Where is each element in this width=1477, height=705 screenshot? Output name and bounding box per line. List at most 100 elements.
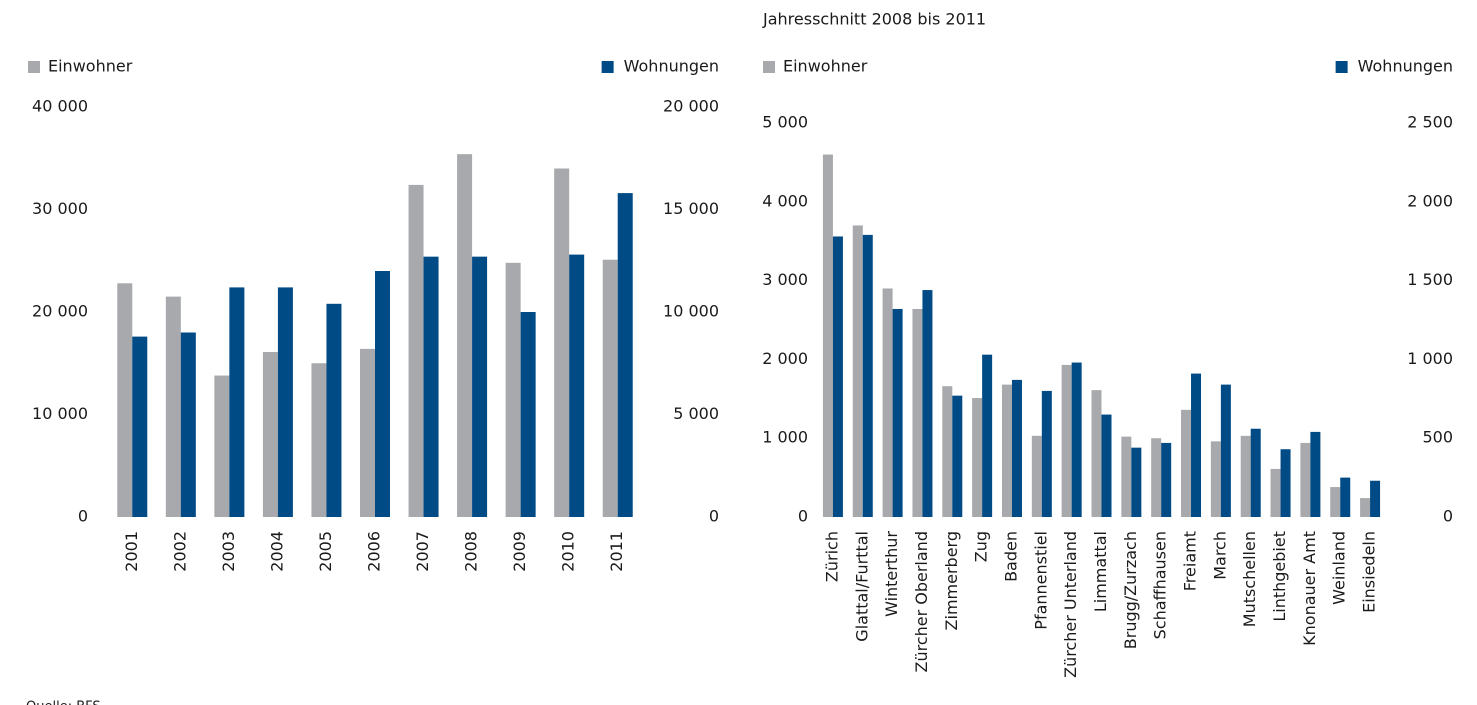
bar — [1360, 498, 1371, 517]
legend-swatch — [1335, 61, 1348, 73]
bar — [569, 254, 585, 517]
x-tick-label: 2006 — [365, 531, 384, 572]
x-tick-label: Glattal/Furttal — [852, 531, 871, 642]
y-tick-label: 4 000 — [762, 191, 808, 210]
x-tick-label: 2011 — [607, 531, 626, 572]
bar — [1270, 468, 1281, 517]
bar — [214, 375, 230, 517]
x-tick-label: 2002 — [170, 531, 189, 572]
bar — [277, 287, 293, 517]
bar — [892, 308, 903, 517]
x-tick-label: 2008 — [462, 531, 481, 572]
x-tick-label: Knonauer Amt — [1300, 531, 1319, 646]
x-tick-label: Weinland — [1330, 531, 1349, 605]
bar — [180, 332, 196, 517]
bar — [1340, 477, 1351, 517]
x-tick-label: Brugg/Zurzach — [1121, 531, 1140, 649]
x-tick-label: 2001 — [122, 531, 141, 572]
bar — [617, 193, 633, 517]
bar — [952, 395, 963, 517]
bar — [1091, 390, 1102, 517]
bar — [1300, 442, 1311, 517]
bar — [1310, 431, 1321, 517]
bar — [375, 271, 390, 517]
bar — [1071, 362, 1082, 517]
x-tick-label: Freiamt — [1181, 531, 1200, 591]
y-tick-label: 20 000 — [32, 302, 88, 321]
y-tick-label: 0 — [798, 507, 808, 526]
y-tick-label: 5 000 — [673, 404, 719, 423]
x-tick-label: Schaffhausen — [1151, 531, 1170, 639]
bar — [1330, 487, 1341, 517]
bar — [1191, 373, 1202, 517]
legend-swatch — [763, 61, 775, 73]
y-tick-label: 1 500 — [1407, 270, 1453, 289]
y-tick-label: 10 000 — [663, 302, 719, 321]
bar — [311, 363, 327, 517]
x-tick-label: Mutschellen — [1240, 531, 1259, 627]
legend-swatch — [601, 61, 614, 73]
y-tick-label: 30 000 — [32, 199, 88, 218]
x-tick-label: Einsiedeln — [1360, 531, 1379, 613]
y-tick-label: 15 000 — [663, 199, 719, 218]
x-tick-label: Limmattal — [1091, 531, 1110, 612]
x-tick-label: Winterthur — [882, 531, 901, 617]
bar — [862, 234, 873, 517]
y-tick-label: 0 — [1443, 507, 1453, 526]
bar — [602, 259, 618, 517]
legend-label: Wohnungen — [624, 57, 719, 76]
chart-subtitle: Jahresschnitt 2008 bis 2011 — [762, 10, 986, 29]
bar — [360, 348, 375, 517]
bar — [1101, 414, 1112, 517]
legend-label: Einwohner — [48, 57, 133, 76]
bar — [554, 168, 570, 517]
x-tick-label: Zürcher Oberland — [912, 531, 931, 673]
legend-label: Wohnungen — [1358, 57, 1453, 76]
y-tick-label: 5 000 — [762, 113, 808, 132]
bar — [822, 154, 833, 517]
y-tick-label: 10 000 — [32, 404, 88, 423]
bar — [505, 262, 521, 517]
bar — [832, 236, 843, 518]
y-tick-label: 2 500 — [1407, 113, 1453, 132]
bar — [520, 312, 536, 517]
x-tick-label: 2007 — [413, 531, 432, 572]
y-tick-label: 3 000 — [762, 270, 808, 289]
bar — [852, 225, 863, 517]
x-tick-label: Baden — [1001, 531, 1020, 582]
bar — [1001, 384, 1012, 517]
y-tick-label: 2 000 — [762, 349, 808, 368]
x-tick-label: Zug — [972, 531, 991, 562]
x-tick-label: Zimmerberg — [942, 531, 961, 630]
bar — [1031, 435, 1042, 517]
bar — [1041, 390, 1052, 517]
x-tick-label: Linthgebiet — [1270, 531, 1289, 622]
bar — [229, 287, 245, 517]
bar — [1250, 428, 1261, 517]
y-tick-label: 40 000 — [32, 97, 88, 116]
bar — [1151, 438, 1162, 517]
bar — [1370, 480, 1381, 517]
bar — [1280, 449, 1291, 517]
legend-swatch — [28, 61, 40, 73]
x-tick-label: March — [1210, 531, 1229, 580]
bar — [408, 184, 424, 517]
y-tick-label: 500 — [1422, 428, 1453, 447]
y-tick-label: 0 — [709, 507, 719, 526]
x-tick-label: 2005 — [316, 531, 335, 572]
bar — [882, 288, 893, 517]
bar — [457, 154, 473, 517]
y-tick-label: 20 000 — [663, 97, 719, 116]
bar — [1210, 441, 1221, 517]
bar — [1161, 442, 1172, 517]
bar — [1220, 384, 1231, 517]
x-tick-label: 2004 — [267, 531, 286, 572]
bar — [1011, 379, 1022, 517]
bar — [1181, 409, 1192, 517]
y-tick-label: 2 000 — [1407, 191, 1453, 210]
bar — [1061, 364, 1072, 517]
y-tick-label: 1 000 — [762, 428, 808, 447]
bar — [1240, 435, 1251, 517]
bar — [132, 336, 148, 517]
